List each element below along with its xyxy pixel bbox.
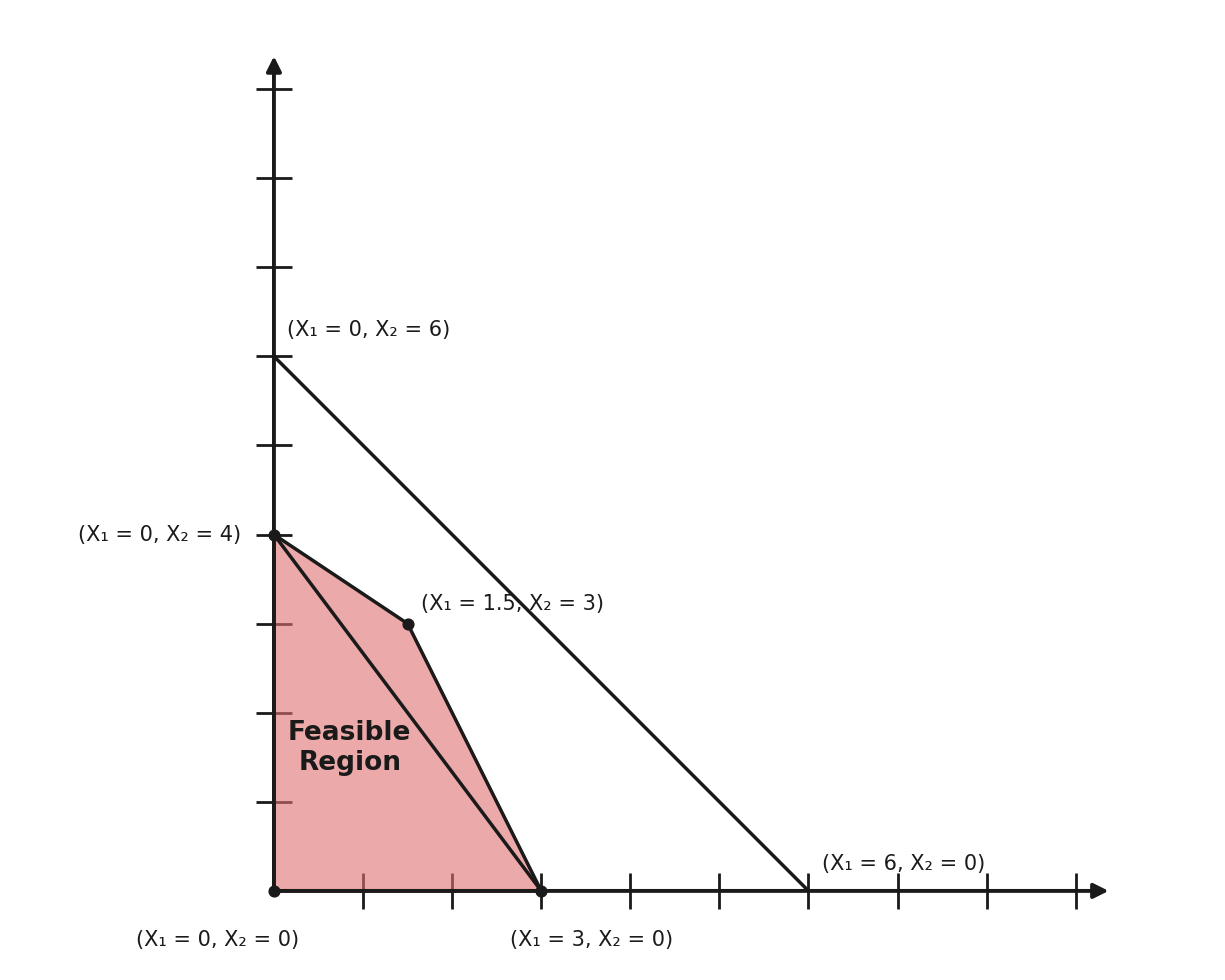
Text: (X₁ = 1.5, X₂ = 3): (X₁ = 1.5, X₂ = 3)	[421, 594, 604, 614]
Text: (X₁ = 0, X₂ = 0): (X₁ = 0, X₂ = 0)	[136, 930, 299, 950]
Text: (X₁ = 6, X₂ = 0): (X₁ = 6, X₂ = 0)	[822, 855, 985, 874]
Text: (X₁ = 0, X₂ = 4): (X₁ = 0, X₂ = 4)	[78, 524, 241, 545]
Text: (X₁ = 3, X₂ = 0): (X₁ = 3, X₂ = 0)	[510, 930, 674, 950]
Point	[265, 883, 284, 899]
Point	[398, 615, 418, 631]
Text: (X₁ = 0, X₂ = 6): (X₁ = 0, X₂ = 6)	[288, 319, 451, 340]
Polygon shape	[274, 534, 541, 891]
Text: Feasible
Region: Feasible Region	[288, 720, 412, 776]
Point	[265, 526, 284, 542]
Point	[532, 883, 551, 899]
